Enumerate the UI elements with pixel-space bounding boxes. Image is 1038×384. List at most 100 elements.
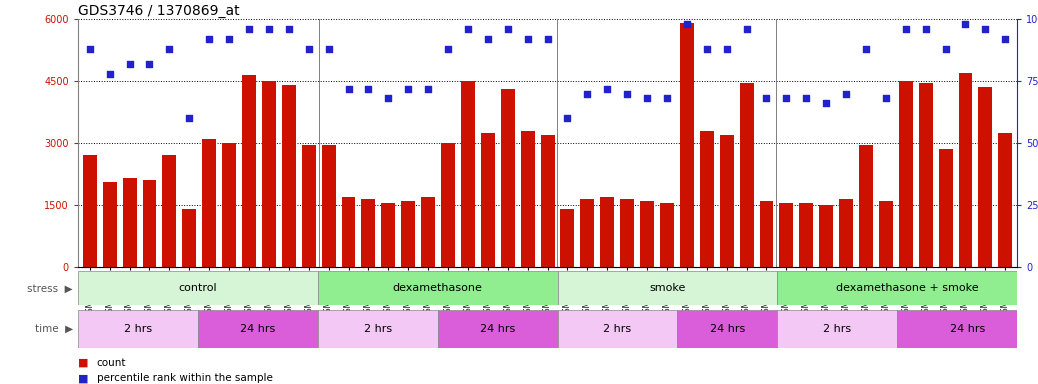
Bar — [342, 197, 355, 267]
Bar — [83, 156, 97, 267]
Text: GDS3746 / 1370869_at: GDS3746 / 1370869_at — [78, 4, 240, 18]
Bar — [142, 180, 157, 267]
Point — [599, 86, 616, 92]
Text: ■: ■ — [78, 373, 88, 383]
Bar — [859, 145, 873, 267]
Bar — [580, 199, 595, 267]
Bar — [500, 89, 515, 267]
Point — [161, 46, 177, 52]
Text: time  ▶: time ▶ — [34, 324, 73, 334]
Bar — [361, 199, 376, 267]
Bar — [819, 205, 834, 267]
Point — [638, 95, 655, 101]
Point — [380, 95, 397, 101]
Point — [340, 86, 357, 92]
Text: 24 hrs: 24 hrs — [710, 324, 745, 334]
Bar — [897, 310, 1037, 348]
Bar — [999, 133, 1012, 267]
Bar — [958, 73, 973, 267]
Bar — [122, 178, 137, 267]
Point — [977, 26, 993, 32]
Text: 2 hrs: 2 hrs — [363, 324, 391, 334]
Bar — [381, 203, 395, 267]
Point — [559, 115, 576, 121]
Point — [798, 95, 815, 101]
Point — [918, 26, 934, 32]
Point — [181, 115, 197, 121]
Point — [738, 26, 755, 32]
Bar — [740, 83, 754, 267]
Text: 24 hrs: 24 hrs — [240, 324, 275, 334]
Bar — [777, 271, 1037, 305]
Point — [957, 21, 974, 27]
Point — [499, 26, 516, 32]
Bar — [899, 81, 912, 267]
Point — [778, 95, 795, 101]
Point — [519, 36, 536, 42]
Point — [141, 61, 158, 67]
Point — [877, 95, 894, 101]
Text: 24 hrs: 24 hrs — [950, 324, 985, 334]
Text: stress  ▶: stress ▶ — [27, 283, 73, 293]
Point — [241, 26, 257, 32]
Point — [857, 46, 874, 52]
Bar — [620, 199, 634, 267]
Point — [480, 36, 496, 42]
Point — [82, 46, 99, 52]
Point — [838, 91, 854, 97]
Point — [996, 36, 1013, 42]
Bar — [162, 156, 176, 267]
Point — [679, 21, 695, 27]
Bar — [103, 182, 116, 267]
Point — [261, 26, 277, 32]
Bar — [678, 310, 777, 348]
Bar — [640, 201, 654, 267]
Point — [718, 46, 735, 52]
Bar — [78, 310, 198, 348]
Point — [898, 26, 914, 32]
Point — [579, 91, 596, 97]
Text: dexamethasone + smoke: dexamethasone + smoke — [836, 283, 979, 293]
Text: 2 hrs: 2 hrs — [603, 324, 631, 334]
Bar — [302, 145, 316, 267]
Bar — [660, 203, 674, 267]
Point — [619, 91, 635, 97]
Bar — [879, 201, 893, 267]
Point — [360, 86, 377, 92]
Point — [201, 36, 218, 42]
Text: smoke: smoke — [650, 283, 686, 293]
Point — [221, 36, 238, 42]
Point — [659, 95, 676, 101]
Text: dexamethasone: dexamethasone — [392, 283, 483, 293]
Point — [937, 46, 954, 52]
Point — [121, 61, 138, 67]
Text: percentile rank within the sample: percentile rank within the sample — [97, 373, 272, 383]
Bar — [318, 310, 438, 348]
Point — [400, 86, 416, 92]
Bar — [780, 203, 793, 267]
Bar — [481, 133, 495, 267]
Bar — [202, 139, 216, 267]
Bar — [979, 87, 992, 267]
Text: 2 hrs: 2 hrs — [823, 324, 851, 334]
Bar — [680, 23, 693, 267]
Bar — [222, 143, 236, 267]
Bar — [938, 149, 953, 267]
Point — [321, 46, 337, 52]
Bar — [719, 135, 734, 267]
Point — [280, 26, 297, 32]
Bar — [919, 83, 933, 267]
Bar — [799, 203, 813, 267]
Bar — [322, 145, 335, 267]
Bar — [441, 143, 455, 267]
Bar — [557, 310, 678, 348]
Bar — [421, 197, 435, 267]
Bar — [262, 81, 276, 267]
Bar — [561, 209, 574, 267]
Bar — [282, 85, 296, 267]
Bar — [198, 310, 318, 348]
Bar — [521, 131, 535, 267]
Text: control: control — [179, 283, 217, 293]
Point — [102, 71, 118, 77]
Bar — [242, 75, 256, 267]
